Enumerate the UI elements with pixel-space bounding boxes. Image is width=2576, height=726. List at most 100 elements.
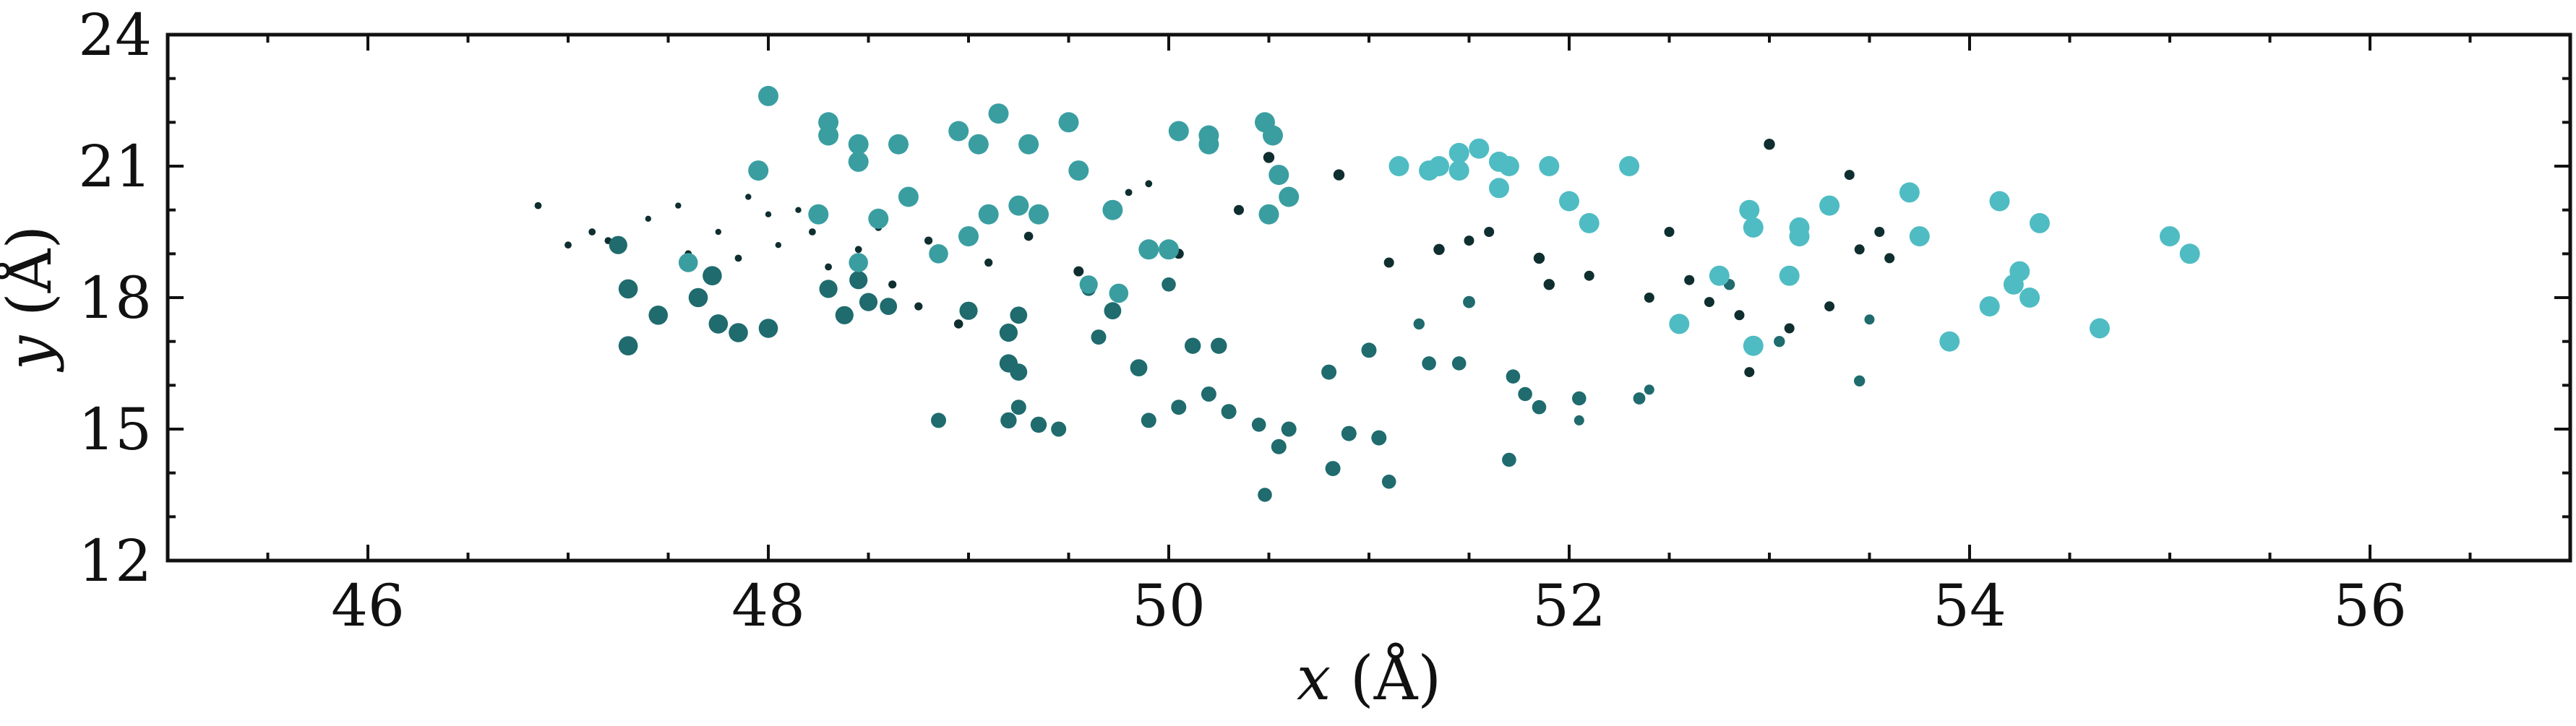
- data-point: [819, 280, 838, 298]
- data-point: [1979, 296, 2000, 317]
- data-point: [795, 207, 802, 213]
- data-point: [953, 319, 963, 329]
- data-point: [1619, 156, 1640, 176]
- y-ticks: 12 15 18 21 24: [78, 1, 2570, 595]
- data-point: [1743, 335, 1764, 356]
- x-tick-label: 52: [1532, 572, 1606, 639]
- data-point: [2030, 212, 2050, 233]
- data-point: [835, 306, 854, 324]
- data-point: [1138, 239, 1159, 260]
- data-point: [880, 298, 898, 315]
- data-point: [849, 271, 868, 290]
- data-point: [984, 258, 993, 267]
- data-point: [1874, 227, 1885, 237]
- data-point: [809, 228, 816, 235]
- data-point: [1268, 165, 1289, 186]
- data-point: [1664, 227, 1675, 237]
- data-point: [1533, 252, 1545, 264]
- x-tick-label: 54: [1933, 572, 2006, 639]
- data-point: [1251, 418, 1266, 432]
- data-point: [1559, 191, 1579, 212]
- data-point: [888, 134, 909, 155]
- data-point: [1023, 231, 1034, 241]
- data-point: [1258, 204, 1279, 225]
- data-point: [818, 125, 839, 146]
- data-point: [1422, 356, 1436, 371]
- data-point: [1939, 331, 1960, 352]
- data-point: [1104, 302, 1122, 320]
- data-point: [1539, 156, 1560, 176]
- data-point: [1413, 318, 1425, 330]
- data-point: [1341, 425, 1357, 441]
- data-point: [1279, 186, 1300, 207]
- data-point: [1168, 121, 1189, 142]
- data-point: [1130, 359, 1148, 376]
- data-point: [1469, 138, 1490, 159]
- data-point: [1789, 226, 1810, 247]
- data-point: [968, 134, 989, 155]
- data-point: [859, 293, 878, 311]
- data-point: [1058, 112, 1079, 133]
- data-point: [2019, 288, 2040, 308]
- data-point: [1498, 156, 1519, 176]
- data-point: [1162, 277, 1176, 292]
- data-point: [854, 246, 862, 254]
- data-point: [1709, 265, 1730, 286]
- data-point: [1854, 375, 1866, 386]
- data-point: [1543, 279, 1555, 290]
- data-point: [808, 204, 829, 225]
- data-point: [1263, 152, 1275, 163]
- data-point: [868, 208, 889, 229]
- data-points: [534, 85, 2200, 502]
- data-point: [825, 263, 832, 271]
- data-point: [564, 241, 572, 249]
- data-point: [1030, 416, 1047, 433]
- data-point: [1010, 363, 1028, 381]
- data-point: [929, 244, 948, 264]
- data-point: [645, 215, 651, 222]
- plot-frame: [166, 33, 2572, 563]
- data-point: [1159, 239, 1179, 260]
- data-point: [988, 103, 1009, 124]
- data-point: [1010, 306, 1028, 324]
- data-point: [1644, 293, 1654, 303]
- data-point: [1073, 266, 1084, 277]
- data-point: [703, 266, 722, 286]
- data-point: [1381, 475, 1396, 489]
- data-point: [1633, 392, 1646, 405]
- data-point: [848, 151, 869, 172]
- data-point: [1429, 156, 1449, 176]
- data-point: [1102, 199, 1123, 220]
- data-point: [1743, 217, 1764, 238]
- data-point: [1448, 142, 1469, 163]
- data-point: [1198, 134, 1219, 155]
- data-point: [2179, 243, 2200, 264]
- data-point: [1029, 204, 1049, 225]
- x-tick-label: 50: [1132, 572, 1206, 639]
- data-point: [1584, 270, 1594, 281]
- y-tick-label: 24: [78, 1, 152, 69]
- data-point: [1000, 412, 1017, 429]
- data-point: [1463, 295, 1475, 308]
- data-point: [734, 254, 742, 262]
- data-point: [1572, 391, 1587, 406]
- data-point: [888, 280, 897, 289]
- data-point: [849, 253, 868, 272]
- data-point: [1383, 257, 1394, 268]
- y-axis-label: y (Å): [0, 225, 65, 373]
- data-point: [1739, 199, 1760, 220]
- data-point: [534, 202, 542, 209]
- data-point: [1684, 275, 1695, 285]
- data-point: [1263, 125, 1283, 146]
- data-point: [588, 228, 596, 235]
- data-point: [1171, 399, 1187, 415]
- data-point: [1824, 301, 1835, 312]
- data-point: [924, 236, 933, 245]
- data-point: [1774, 336, 1785, 347]
- y-tick-label: 18: [78, 264, 152, 332]
- data-point: [745, 194, 752, 200]
- data-point: [1764, 139, 1775, 150]
- data-point: [1909, 226, 1930, 247]
- data-point: [765, 211, 772, 217]
